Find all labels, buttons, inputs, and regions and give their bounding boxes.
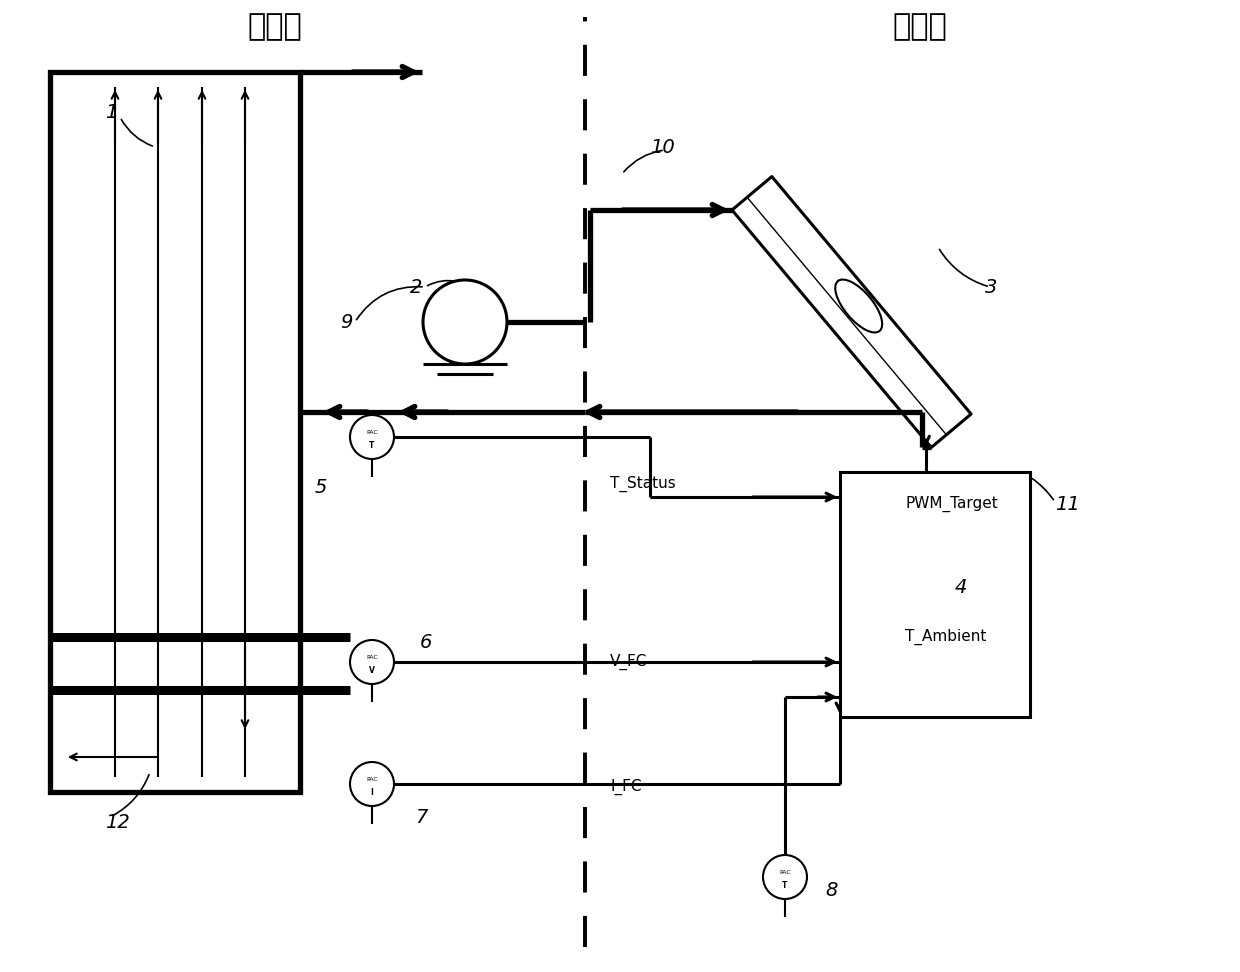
Text: PWM_Target: PWM_Target bbox=[905, 496, 998, 512]
Text: I: I bbox=[371, 787, 373, 796]
Circle shape bbox=[763, 855, 807, 899]
Text: 12: 12 bbox=[105, 813, 130, 831]
Text: 车体外: 车体外 bbox=[893, 13, 947, 42]
Circle shape bbox=[423, 280, 507, 364]
Circle shape bbox=[350, 415, 394, 459]
Text: 7: 7 bbox=[415, 808, 428, 826]
Text: T: T bbox=[782, 881, 787, 889]
Text: I_FC: I_FC bbox=[610, 779, 641, 795]
Text: T: T bbox=[370, 440, 374, 449]
Text: V: V bbox=[370, 666, 374, 675]
Text: 车体内: 车体内 bbox=[248, 13, 303, 42]
Text: 6: 6 bbox=[420, 633, 433, 651]
Text: T_Ambient: T_Ambient bbox=[905, 629, 986, 645]
Text: 11: 11 bbox=[1055, 495, 1080, 513]
Circle shape bbox=[350, 762, 394, 806]
Bar bbox=[839, 472, 1030, 717]
Text: 2: 2 bbox=[410, 277, 423, 296]
Text: PAC: PAC bbox=[366, 430, 378, 434]
Text: PAC: PAC bbox=[366, 654, 378, 659]
Text: PAC: PAC bbox=[366, 777, 378, 781]
Circle shape bbox=[350, 640, 394, 684]
Text: V_FC: V_FC bbox=[610, 654, 647, 670]
Text: 8: 8 bbox=[825, 881, 837, 899]
Text: PAC: PAC bbox=[779, 870, 791, 875]
Text: 5: 5 bbox=[315, 477, 327, 497]
Text: 3: 3 bbox=[985, 277, 997, 296]
Text: T_Status: T_Status bbox=[610, 476, 676, 492]
Text: 1: 1 bbox=[105, 102, 118, 122]
Text: 4: 4 bbox=[955, 577, 967, 597]
Bar bbox=[50, 72, 300, 792]
Ellipse shape bbox=[836, 280, 882, 332]
Text: 10: 10 bbox=[650, 137, 675, 156]
Text: 9: 9 bbox=[340, 313, 352, 331]
